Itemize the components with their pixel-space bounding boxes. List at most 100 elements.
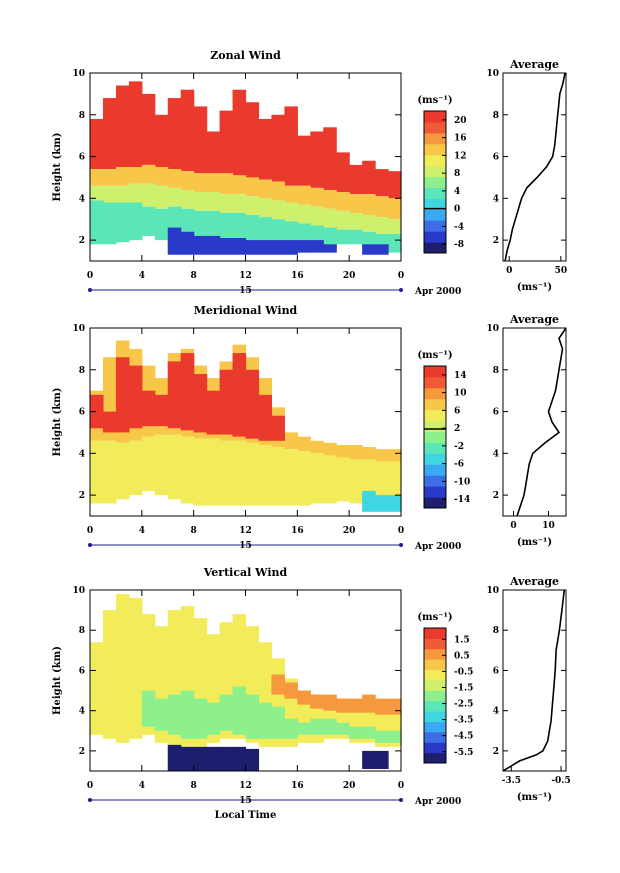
- colorbar-swatch: [424, 187, 446, 199]
- heatmap-cell: [336, 210, 350, 230]
- colorbar-swatch: [424, 669, 446, 681]
- x-tick-label: 12: [239, 781, 252, 791]
- heatmap-cell: [128, 183, 143, 203]
- heatmap-cell: [154, 698, 169, 731]
- x-tick-label: 0: [398, 526, 404, 536]
- y-tick-label: 4: [79, 707, 85, 717]
- y-tick-label: 10: [72, 586, 85, 596]
- heatmap-cell: [219, 173, 234, 195]
- heatmap-cell: [271, 447, 285, 506]
- y-tick-label: 4: [79, 194, 85, 204]
- average-frame: [502, 72, 567, 262]
- average-profile-line: [502, 589, 566, 772]
- average-y-tick-label: 2: [493, 491, 499, 501]
- average-y-tick-label: 6: [493, 408, 499, 418]
- heatmap-cell: [102, 610, 117, 739]
- colorbar-swatch: [424, 442, 446, 454]
- heatmap-cell: [232, 746, 247, 771]
- colorbar-tick-label: -1.5: [454, 683, 473, 693]
- heatmap-cell: [193, 173, 208, 193]
- heatmap-cell: [115, 85, 130, 167]
- heatmap-cell: [388, 461, 402, 506]
- chart-title: Vertical Wind: [203, 566, 288, 579]
- average-title: Average: [509, 313, 559, 326]
- heatmap-cell: [128, 440, 143, 496]
- heatmap-cell: [323, 244, 337, 253]
- heatmap-cell: [115, 442, 130, 500]
- heatmap-cell: [336, 192, 350, 211]
- heatmap-cell: [258, 702, 273, 739]
- average-x-label: (ms⁻¹): [517, 792, 552, 803]
- colorbar-swatch: [424, 721, 446, 733]
- date-axis-month: Apr 2000: [414, 797, 461, 807]
- average-frame: [502, 327, 567, 517]
- heatmap-cell: [128, 598, 143, 739]
- heatmap-cell: [232, 194, 247, 213]
- x-tick-label: 20: [343, 781, 356, 791]
- heatmap-cell: [284, 718, 298, 739]
- heatmap-cell: [206, 173, 221, 193]
- heatmap-cell: [141, 93, 156, 165]
- colorbar-tick-label: 16: [454, 134, 467, 144]
- heatmap-cell: [297, 451, 311, 506]
- heatmap-cell: [232, 440, 247, 506]
- heatmap-cell: [310, 240, 324, 253]
- colorbar-tick-label: -5.5: [454, 748, 473, 758]
- y-tick-label: 8: [79, 111, 85, 121]
- heatmap-cell: [362, 194, 376, 216]
- heatmap-cell: [90, 118, 104, 170]
- colorbar-swatch: [424, 176, 446, 188]
- heatmap-cell: [219, 369, 234, 435]
- colorbar-swatch: [424, 711, 446, 722]
- heatmap-cell: [349, 726, 363, 739]
- meridional-panel: Meridional Wind 2 4 6 8 10 Height (km) 0 4 8 12 16 2…: [52, 304, 567, 552]
- colorbar-swatch: [424, 387, 446, 400]
- x-tick-label: 16: [291, 781, 304, 791]
- colorbar-swatch: [424, 420, 446, 433]
- colorbar-tick-label: 6: [454, 406, 460, 416]
- heatmap-cell: [154, 167, 169, 186]
- colorbar-tick-label: -14: [454, 495, 470, 505]
- x-tick-label: 20: [343, 526, 356, 536]
- heatmap-cell: [245, 240, 260, 255]
- y-axis-label: Height (km): [52, 646, 63, 715]
- heatmap-cell: [375, 244, 389, 255]
- heatmap-cell: [258, 118, 273, 180]
- x-tick-label: 0: [398, 781, 404, 791]
- heatmap-cell: [180, 690, 195, 739]
- heatmap-cell: [206, 192, 221, 211]
- average-y-tick-label: 10: [486, 586, 499, 596]
- colorbar-swatch: [424, 648, 446, 660]
- colorbar-swatch: [424, 700, 446, 712]
- heatmap-cell: [310, 453, 324, 504]
- heatmap-cell: [375, 449, 389, 462]
- heatmap-cell: [245, 442, 260, 506]
- heatmap-cell: [90, 440, 104, 504]
- heatmap-cell: [193, 746, 208, 771]
- heatmap-cell: [154, 114, 169, 167]
- heatmap-cell: [271, 415, 285, 441]
- heatmap-cell: [219, 746, 234, 771]
- y-tick-label: 2: [79, 747, 85, 757]
- colorbar-swatch: [424, 731, 446, 743]
- heatmap-cell: [154, 394, 169, 427]
- heatmap-cell: [141, 390, 156, 427]
- heatmap-cell: [323, 718, 337, 735]
- colorbar-tick-label: 4: [454, 187, 460, 197]
- colorbar-tick-label: 20: [454, 116, 467, 126]
- date-axis-day: 15: [239, 286, 252, 296]
- date-axis-marker: [399, 288, 403, 292]
- heatmap-cell: [102, 411, 117, 433]
- x-tick-label: 8: [191, 781, 197, 791]
- heatmap-cell: [141, 164, 156, 184]
- colorbar-tick-label: -3.5: [454, 716, 473, 726]
- heatmap-cell: [167, 98, 182, 170]
- heatmap-cell: [206, 746, 221, 771]
- heatmap-cell: [115, 357, 130, 433]
- colorbar-tick-label: -4.5: [454, 732, 473, 742]
- heatmap-cell: [323, 694, 337, 711]
- heatmap-cell: [193, 698, 208, 739]
- y-tick-label: 2: [79, 236, 85, 246]
- heatmap-cell: [167, 361, 182, 429]
- heatmap-cell: [115, 594, 130, 743]
